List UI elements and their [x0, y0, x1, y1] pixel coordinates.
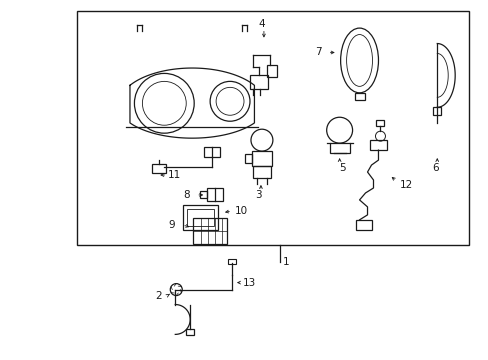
Bar [186, 329, 194, 336]
Bar [376, 120, 384, 126]
Text: 7: 7 [314, 48, 321, 58]
Text: 1: 1 [282, 257, 289, 267]
Bar [244, 154, 251, 163]
Text: 13: 13 [243, 278, 256, 288]
Text: 10: 10 [235, 206, 247, 216]
Bar [77, 11, 468, 245]
Text: 4: 4 [258, 19, 264, 28]
Bar [251, 151, 271, 166]
Bar [193, 218, 226, 244]
Bar [227, 259, 236, 264]
Bar [203, 147, 220, 157]
Text: 6: 6 [431, 163, 438, 173]
Bar [369, 140, 386, 150]
Bar [252, 166, 270, 178]
Bar [152, 164, 166, 173]
Bar [355, 220, 371, 230]
Text: 12: 12 [399, 180, 412, 190]
Bar [183, 205, 218, 230]
Bar [249, 75, 267, 89]
Bar [432, 107, 440, 115]
Bar [200, 191, 207, 198]
Text: 11: 11 [168, 170, 181, 180]
Bar [207, 188, 223, 201]
Text: 8: 8 [183, 190, 189, 200]
Text: 3: 3 [254, 190, 261, 200]
Bar [329, 143, 349, 153]
Text: 5: 5 [339, 163, 346, 173]
Bar [187, 209, 214, 226]
Text: 9: 9 [168, 220, 175, 230]
Bar [354, 93, 364, 100]
Bar [266, 66, 276, 77]
Text: 2: 2 [155, 291, 162, 301]
